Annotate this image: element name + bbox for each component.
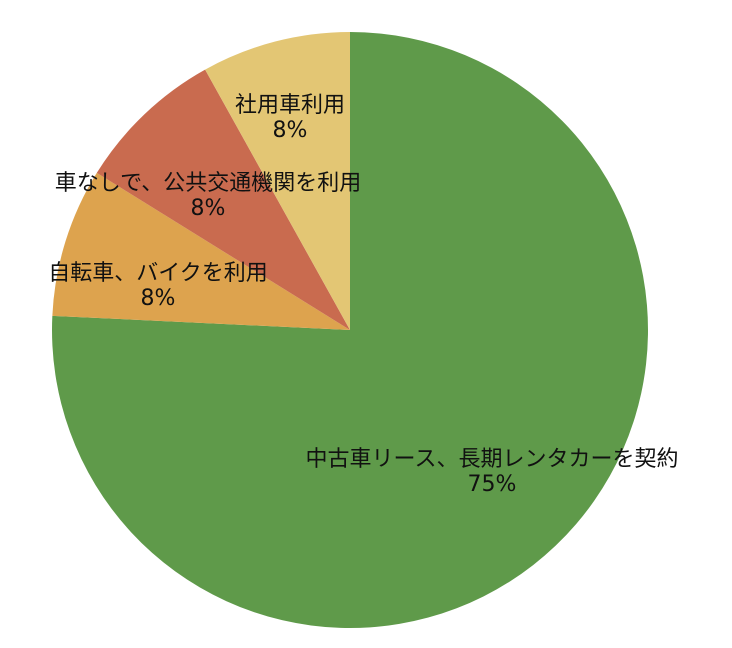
pie-slice-2 bbox=[96, 69, 350, 330]
pie-slice-1 bbox=[52, 172, 351, 330]
pie-slice-0 bbox=[52, 32, 649, 629]
pie-slices bbox=[52, 31, 649, 629]
slice-label-1: 自転車、バイクを利用 bbox=[48, 261, 268, 286]
slice-value-label-2: 8% bbox=[191, 196, 226, 221]
slice-label-0: 中古車リース、長期レンタカーを契約 bbox=[306, 447, 679, 472]
slice-label-3: 社用車利用 bbox=[235, 93, 345, 118]
pie-slice-3 bbox=[205, 31, 350, 330]
slice-value-label-0: 75% bbox=[468, 472, 517, 497]
slice-value-label-3: 8% bbox=[273, 118, 308, 143]
slice-label-2: 車なしで、公共交通機関を利用 bbox=[55, 171, 361, 196]
slice-value-label-1: 8% bbox=[141, 286, 176, 311]
pie-labels: 中古車リース、長期レンタカーを契約75%自転車、バイクを利用8%車なしで、公共交… bbox=[48, 93, 678, 497]
